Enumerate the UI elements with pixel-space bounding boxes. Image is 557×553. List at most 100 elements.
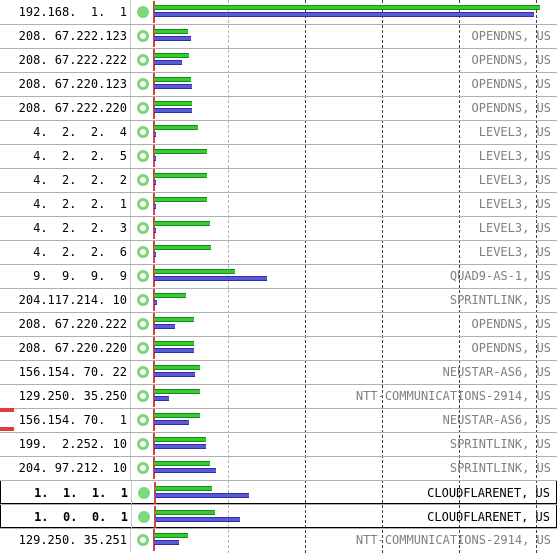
resolver-row[interactable]: 4. 2. 2. 1 LEVEL3, US	[0, 192, 557, 216]
response-time-chart	[153, 384, 557, 408]
cached-time-bar	[154, 5, 540, 10]
resolver-ip: 9. 9. 9. 9	[0, 264, 131, 288]
status-dot-ring-icon	[137, 78, 149, 90]
resolver-ip: 208. 67.220.220	[0, 336, 131, 360]
response-time-chart	[153, 288, 557, 312]
status-dot-ring-icon	[137, 438, 149, 450]
row-divider	[0, 120, 557, 121]
cached-time-bar	[154, 341, 194, 346]
resolver-owner: NEUSTAR-AS6, US	[442, 413, 551, 427]
resolver-row[interactable]: 9. 9. 9. 9 QUAD9-AS-1, US	[0, 264, 557, 288]
cached-time-bar	[154, 77, 191, 82]
resolver-owner: LEVEL3, US	[478, 125, 551, 139]
cached-time-bar	[154, 197, 207, 202]
resolver-row[interactable]: 156.154. 70. 22 NEUSTAR-AS6, US	[0, 360, 557, 384]
resolver-ip: 4. 2. 2. 2	[0, 168, 131, 192]
uncached-time-bar	[154, 156, 156, 161]
resolver-row[interactable]: 4. 2. 2. 4 LEVEL3, US	[0, 120, 557, 144]
row-divider	[0, 216, 557, 217]
resolver-row[interactable]: 208. 67.220.123 OPENDNS, US	[0, 72, 557, 96]
resolver-row[interactable]: 156.154. 70. 1 NEUSTAR-AS6, US	[0, 408, 557, 432]
resolver-row[interactable]: 192.168. 1. 1	[0, 0, 557, 24]
cached-time-bar	[154, 125, 198, 130]
uncached-time-bar	[154, 468, 216, 473]
cached-time-bar	[154, 53, 189, 58]
response-time-chart	[153, 432, 557, 456]
cached-time-bar	[154, 389, 200, 394]
status-dot-ring-icon	[137, 270, 149, 282]
status-dot-ring-icon	[137, 414, 149, 426]
resolver-row[interactable]: 208. 67.220.222 OPENDNS, US	[0, 312, 557, 336]
resolver-row[interactable]: 129.250. 35.250 NTT-COMMUNICATIONS-2914, …	[0, 384, 557, 408]
resolver-row[interactable]: 204.117.214. 10 SPRINTLINK, US	[0, 288, 557, 312]
resolver-owner: OPENDNS, US	[471, 29, 551, 43]
resolver-ip: 4. 2. 2. 1	[0, 192, 131, 216]
status-dot-filled-icon	[138, 511, 150, 523]
resolver-row[interactable]: 208. 67.220.220 OPENDNS, US	[0, 336, 557, 360]
status-dot-ring-icon	[137, 462, 149, 474]
chart-gridline	[459, 0, 460, 553]
resolver-row[interactable]: 1. 1. 1. 1 CLOUDFLARENET, US	[0, 480, 557, 505]
uncached-time-bar	[155, 517, 240, 522]
cached-time-bar	[154, 365, 200, 370]
response-time-chart	[153, 312, 557, 336]
resolver-row[interactable]: 204. 97.212. 10 SPRINTLINK, US	[0, 456, 557, 480]
resolver-row[interactable]: 208. 67.222.123 OPENDNS, US	[0, 24, 557, 48]
status-dot-ring-icon	[137, 174, 149, 186]
uncached-time-bar	[154, 228, 156, 233]
resolver-owner: OPENDNS, US	[471, 317, 551, 331]
status-dot-ring-icon	[137, 54, 149, 66]
uncached-time-bar	[154, 60, 182, 65]
resolver-ip: 4. 2. 2. 4	[0, 120, 131, 144]
uncached-time-bar	[154, 300, 157, 305]
resolver-owner: SPRINTLINK, US	[449, 461, 551, 475]
resolver-row[interactable]: 208. 67.222.222 OPENDNS, US	[0, 48, 557, 72]
response-time-chart	[153, 456, 557, 480]
resolver-owner: OPENDNS, US	[471, 77, 551, 91]
resolver-ip: 208. 67.222.222	[0, 48, 131, 72]
row-divider	[0, 312, 557, 313]
response-time-chart	[153, 144, 557, 168]
resolver-owner: NTT-COMMUNICATIONS-2914, US	[355, 389, 551, 403]
uncached-time-bar	[154, 252, 156, 257]
response-time-chart	[154, 505, 557, 529]
resolver-row[interactable]: 4. 2. 2. 3 LEVEL3, US	[0, 216, 557, 240]
resolver-row[interactable]: 4. 2. 2. 5 LEVEL3, US	[0, 144, 557, 168]
resolver-ip: 192.168. 1. 1	[0, 0, 131, 24]
resolver-owner: LEVEL3, US	[478, 197, 551, 211]
resolver-ip: 204. 97.212. 10	[0, 456, 131, 480]
resolver-owner: CLOUDFLARENET, US	[427, 486, 550, 500]
uncached-time-bar	[155, 493, 249, 498]
resolver-row[interactable]: 4. 2. 2. 2 LEVEL3, US	[0, 168, 557, 192]
row-divider	[0, 192, 557, 193]
resolver-row[interactable]: 1. 0. 0. 1 CLOUDFLARENET, US	[0, 504, 557, 529]
response-time-chart	[153, 216, 557, 240]
resolver-ip: 208. 67.220.123	[0, 72, 131, 96]
uncached-time-bar	[154, 372, 195, 377]
uncached-time-bar	[154, 444, 206, 449]
status-dot-ring-icon	[137, 126, 149, 138]
resolver-owner: QUAD9-AS-1, US	[449, 269, 551, 283]
response-time-chart	[153, 408, 557, 432]
row-divider	[0, 144, 557, 145]
row-divider	[0, 240, 557, 241]
response-time-chart	[153, 240, 557, 264]
resolver-ip: 208. 67.220.222	[0, 312, 131, 336]
response-time-chart	[153, 168, 557, 192]
row-divider	[0, 408, 557, 409]
response-time-chart	[153, 192, 557, 216]
status-dot-ring-icon	[137, 246, 149, 258]
resolver-row[interactable]: 199. 2.252. 10 SPRINTLINK, US	[0, 432, 557, 456]
chart-gridline	[536, 0, 537, 553]
chart-gridline	[382, 0, 383, 553]
status-dot-ring-icon	[137, 534, 149, 546]
status-dot-ring-icon	[137, 198, 149, 210]
highlight-marker	[0, 427, 14, 431]
status-dot-ring-icon	[137, 318, 149, 330]
resolver-row[interactable]: 129.250. 35.251 NTT-COMMUNICATIONS-2914, …	[0, 528, 557, 552]
resolver-ip: 4. 2. 2. 6	[0, 240, 131, 264]
uncached-time-bar	[154, 324, 175, 329]
resolver-row[interactable]: 208. 67.222.220 OPENDNS, US	[0, 96, 557, 120]
resolver-row[interactable]: 4. 2. 2. 6 LEVEL3, US	[0, 240, 557, 264]
